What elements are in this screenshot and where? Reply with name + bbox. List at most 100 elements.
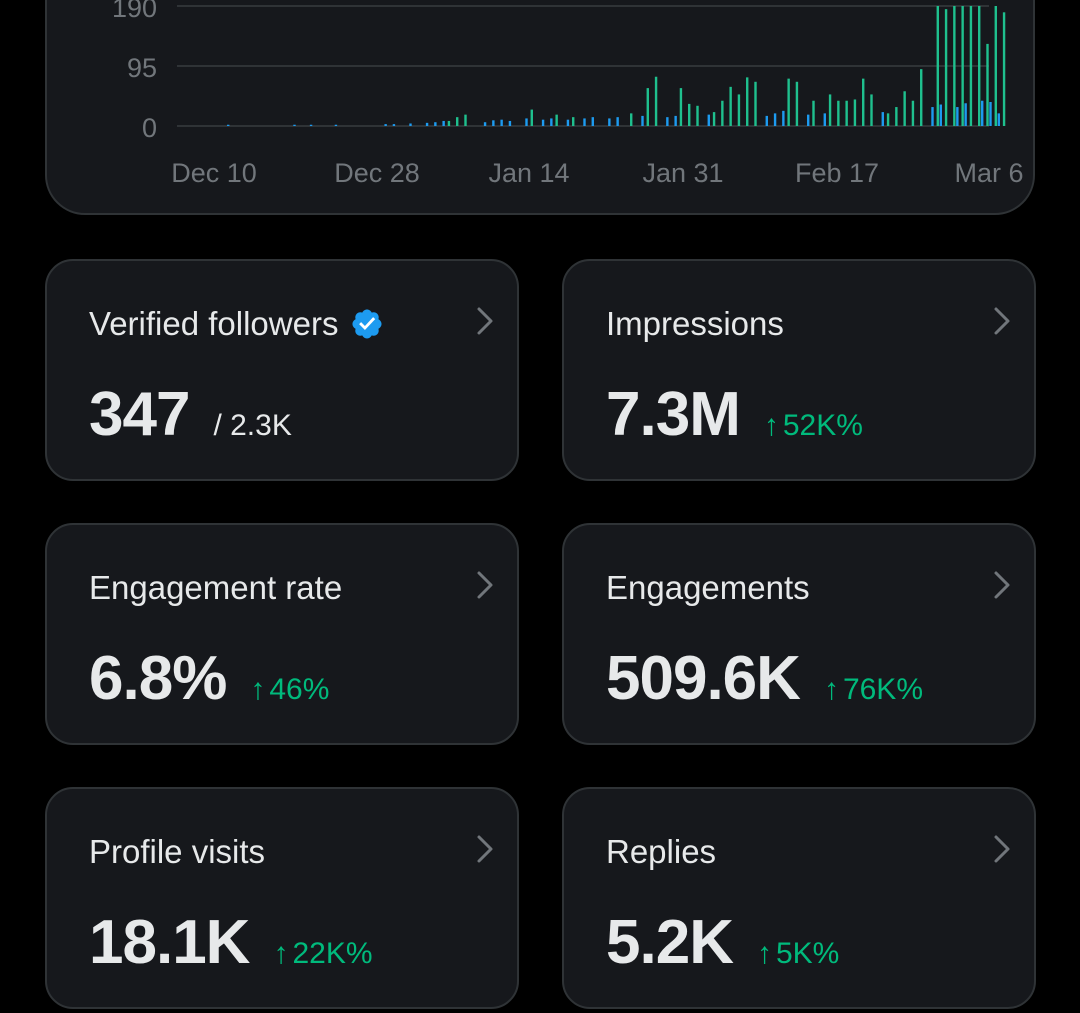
- arrow-up-icon: ↑: [250, 673, 266, 706]
- chart-bar: [293, 124, 296, 126]
- chart-bar: [845, 100, 848, 126]
- chart-bar: [989, 102, 992, 126]
- chart-bar: [688, 103, 691, 126]
- engagement-rate-value: 6.8%: [89, 644, 227, 713]
- chart-bar: [828, 94, 832, 126]
- chart-bar: [787, 78, 790, 126]
- engagements-value: 509.6K: [606, 644, 801, 713]
- engagements-card[interactable]: Engagements 509.6K ↑ 76K%: [562, 523, 1036, 745]
- verified-followers-label: Verified followers: [89, 305, 339, 342]
- engagement-rate-value-row: 6.8% ↑ 46%: [89, 643, 329, 714]
- chart-bar: [541, 119, 545, 126]
- chart-bar: [707, 114, 710, 126]
- impressions-value-row: 7.3M ↑ 52K%: [606, 379, 863, 450]
- chart-bar: [986, 43, 989, 126]
- chart-bar: [583, 118, 586, 126]
- chart-bar: [409, 123, 412, 126]
- chart-bar: [961, 6, 964, 126]
- chart-bar: [334, 124, 338, 126]
- chart-bar: [616, 117, 619, 126]
- impressions-card[interactable]: Impressions 7.3M ↑ 52K%: [562, 259, 1036, 481]
- chart-bar: [392, 124, 396, 126]
- chart-bar: [483, 122, 487, 126]
- x-tick-label: Mar 6: [954, 158, 1023, 188]
- replies-delta-value: 5K%: [775, 937, 840, 970]
- y-tick-label: 95: [127, 53, 157, 83]
- chart-bar: [608, 118, 611, 126]
- verified-followers-card[interactable]: Verified followers 347 / 2.3K: [45, 259, 519, 481]
- chart-bar: [795, 81, 799, 126]
- chart-bar: [442, 120, 445, 126]
- x-tick-label: Dec 10: [171, 158, 257, 188]
- replies-delta: ↑ 5K%: [757, 937, 839, 971]
- x-tick-label: Jan 31: [642, 158, 723, 188]
- engagement-rate-delta-value: 46%: [269, 673, 330, 706]
- chart-bar: [737, 94, 741, 126]
- chart-bar: [807, 114, 810, 126]
- engagement-rate-title: Engagement rate: [89, 569, 343, 606]
- verified-followers-count: 347: [89, 380, 190, 449]
- arrow-up-icon: ↑: [763, 409, 779, 442]
- verified-followers-title: Verified followers: [89, 305, 384, 343]
- engagement-rate-card[interactable]: Engagement rate 6.8% ↑ 46%: [45, 523, 519, 745]
- engagements-delta-value: 76K%: [842, 673, 923, 706]
- chart-bar: [754, 81, 757, 126]
- profile-visits-delta-value: 22K%: [292, 937, 373, 970]
- chart-bar: [862, 78, 865, 126]
- chart-bar: [969, 6, 973, 126]
- chart-bar: [978, 6, 981, 126]
- profile-visits-delta: ↑ 22K%: [273, 937, 372, 971]
- profile-visits-card[interactable]: Profile visits 18.1K ↑ 22K%: [45, 787, 519, 1009]
- engagements-delta: ↑ 76K%: [824, 673, 923, 707]
- arrow-up-icon: ↑: [823, 673, 839, 706]
- engagements-title: Engagements: [606, 569, 810, 606]
- chart-bar: [572, 117, 575, 126]
- chevron-right-icon: [477, 835, 493, 863]
- chart-bar: [931, 107, 934, 126]
- chart-bar: [674, 115, 677, 126]
- chart-bar: [981, 100, 984, 126]
- chart-bar: [823, 113, 826, 126]
- impressions-title: Impressions: [606, 305, 784, 342]
- replies-value: 5.2K: [606, 908, 734, 977]
- chevron-right-icon: [994, 307, 1010, 335]
- chart-bar: [886, 113, 890, 126]
- chart-bar: [944, 9, 948, 126]
- x-tick-label: Jan 14: [488, 158, 569, 188]
- chart-bar: [1002, 12, 1006, 126]
- chart-bar: [939, 104, 942, 126]
- profile-visits-title: Profile visits: [89, 833, 266, 870]
- chart-bar: [920, 69, 923, 126]
- x-tick-label: Dec 28: [334, 158, 420, 188]
- impressions-value: 7.3M: [606, 380, 741, 449]
- chart-bar: [773, 113, 777, 126]
- profile-visits-value: 18.1K: [89, 908, 250, 977]
- chart-bar: [530, 109, 533, 126]
- chart-bar: [953, 6, 956, 126]
- chart-bar: [550, 118, 553, 126]
- chart-bar: [712, 112, 716, 126]
- chart-bar: [447, 120, 451, 126]
- chart-bar: [997, 113, 1000, 126]
- engagement-rate-delta: ↑ 46%: [250, 673, 329, 707]
- profile-visits-value-row: 18.1K ↑ 22K%: [89, 907, 373, 978]
- chart-bar: [895, 107, 898, 126]
- replies-card[interactable]: Replies 5.2K ↑ 5K%: [562, 787, 1036, 1009]
- chart-bar: [500, 119, 503, 126]
- arrow-up-icon: ↑: [756, 937, 772, 970]
- impressions-delta-value: 52K%: [782, 409, 863, 442]
- chart-bar: [812, 100, 815, 126]
- activity-chart-card: 0 95 190 Dec 10 Dec 28 Jan 14 Jan 31 Feb 17 Mar …: [45, 0, 1035, 215]
- chevron-right-icon: [994, 571, 1010, 599]
- chart-bar: [492, 120, 495, 126]
- chevron-right-icon: [477, 571, 493, 599]
- chart-bar: [508, 120, 512, 126]
- activity-chart: 0 95 190 Dec 10 Dec 28 Jan 14 Jan 31 Feb 17 Mar …: [112, 0, 1024, 188]
- chart-bar: [903, 91, 906, 126]
- replies-value-row: 5.2K ↑ 5K%: [606, 907, 839, 978]
- verified-followers-value-row: 347 / 2.3K: [89, 379, 292, 450]
- engagements-value-row: 509.6K ↑ 76K%: [606, 643, 923, 714]
- chart-bar: [729, 86, 732, 126]
- chart-bar: [384, 124, 387, 126]
- chart-bar: [911, 100, 915, 126]
